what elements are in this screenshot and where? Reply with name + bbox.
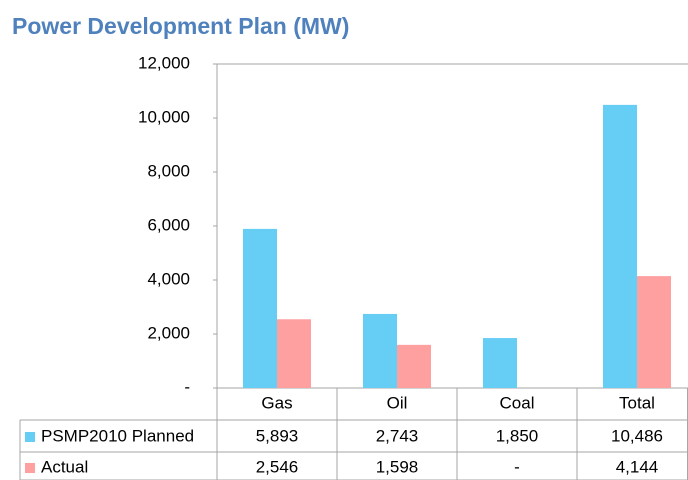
legend-key (25, 463, 35, 473)
x-tick-label: Gas (261, 393, 292, 412)
table-value: 4,144 (616, 457, 659, 476)
y-tick-label: 12,000 (138, 53, 190, 72)
bar (363, 313, 397, 388)
y-tick-label: - (184, 377, 190, 396)
x-tick-label: Coal (500, 393, 535, 412)
bar (277, 319, 311, 388)
chart-title: Power Development Plan (MW) (12, 13, 349, 39)
x-tick-label: Oil (387, 393, 408, 412)
bar (603, 104, 637, 389)
table-value: 1,850 (496, 426, 539, 445)
legend-label: PSMP2010 Planned (41, 426, 194, 445)
legend-key (25, 432, 35, 442)
table-value: 10,486 (611, 426, 663, 445)
y-tick-label: 2,000 (147, 323, 190, 342)
table-value: - (514, 457, 520, 476)
y-tick-label: 10,000 (138, 107, 190, 126)
bar (483, 338, 517, 388)
y-tick-label: 6,000 (147, 215, 190, 234)
bar (637, 276, 671, 388)
table-value: 5,893 (256, 426, 299, 445)
table-value: 2,546 (256, 457, 299, 476)
table-value: 2,743 (376, 426, 419, 445)
table-value: 1,598 (376, 457, 419, 476)
legend-label: Actual (41, 457, 88, 476)
y-tick-label: 8,000 (147, 161, 190, 180)
y-tick-label: 4,000 (147, 269, 190, 288)
bar (397, 344, 431, 388)
bar (243, 228, 277, 388)
x-tick-label: Total (619, 393, 655, 412)
